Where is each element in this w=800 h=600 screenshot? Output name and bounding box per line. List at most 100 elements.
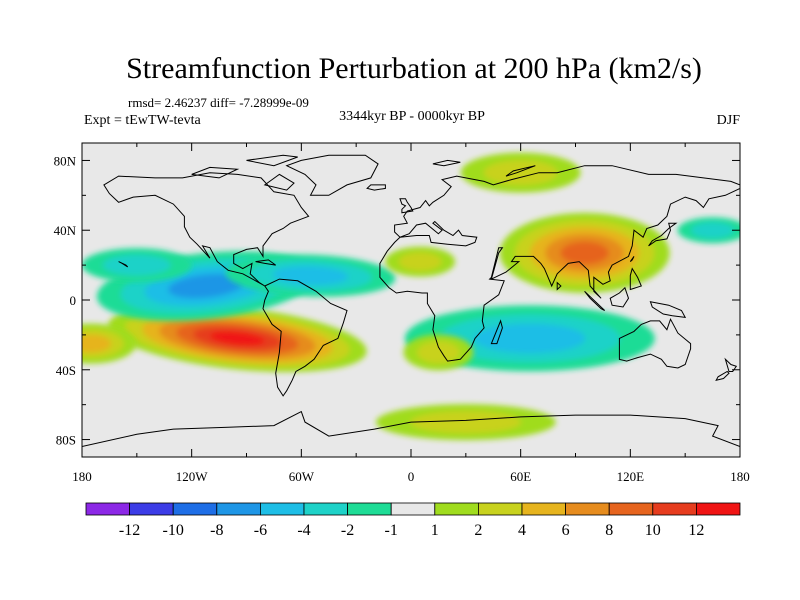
colorbar-label: -12 xyxy=(119,522,140,539)
anomaly-southeast-pacific-high xyxy=(82,323,137,364)
period-label: 3344kyr BP - 0000kyr BP xyxy=(339,109,485,124)
colorbar-box xyxy=(477,502,523,516)
x-tick-label: 60E xyxy=(510,469,531,484)
colorbar-label: 6 xyxy=(562,522,570,539)
colorbar-box xyxy=(85,502,130,516)
anomaly-fields xyxy=(82,152,740,441)
colorbar-label: -4 xyxy=(297,522,310,539)
coastline-baffin xyxy=(263,173,295,191)
anomaly-contour xyxy=(102,254,171,276)
colorbar-label: -1 xyxy=(385,522,398,539)
anomaly-south-america-high xyxy=(108,304,367,373)
anomaly-contour xyxy=(82,334,112,353)
colorbar: -12 -10 -8 -6 -4 -2 -1 1 2 4 6 8 10 12 xyxy=(85,502,741,539)
colorbar-box xyxy=(521,502,566,516)
chart-title: Streamfunction Perturbation at 200 hPa (… xyxy=(126,52,702,85)
colorbar-label: 8 xyxy=(605,522,613,539)
anomaly-north-pacific-low xyxy=(677,217,740,244)
x-tick-label: 180 xyxy=(72,469,92,484)
colorbar-label: 1 xyxy=(431,522,439,539)
anomaly-contour xyxy=(560,241,609,265)
coastline-borneo xyxy=(609,286,630,308)
coastline-new-guinea xyxy=(649,301,687,319)
coastline-antarctica xyxy=(82,410,740,447)
coastline-sumatra xyxy=(584,290,606,311)
coastline-new-zealand-south xyxy=(715,370,730,381)
coastline-africa-eurasia xyxy=(379,165,740,362)
y-tick-label: 80N xyxy=(54,153,77,168)
colorbar-label: -10 xyxy=(163,522,184,539)
coastline-philippines xyxy=(629,267,642,291)
colorbar-label: -6 xyxy=(254,522,267,539)
rmsd-diff-stats: rmsd= 2.46237 diff= -7.28999e-09 xyxy=(128,95,309,110)
anomaly-contour xyxy=(410,411,522,434)
colorbar-box xyxy=(347,502,392,516)
x-tick-label: 120E xyxy=(617,469,645,484)
map-panel xyxy=(82,143,740,457)
anomaly-contour xyxy=(168,273,245,299)
coastline-novaya-zemlya xyxy=(505,165,536,177)
colorbar-label: 12 xyxy=(688,522,704,539)
anomaly-contour xyxy=(483,160,558,185)
colorbar-box xyxy=(216,502,261,516)
anomaly-north-africa-high xyxy=(385,246,456,277)
x-tick-label: 0 xyxy=(408,469,415,484)
colorbar-label: -2 xyxy=(341,522,354,539)
y-tick-label: 40S xyxy=(56,363,76,378)
y-tick-label: 0 xyxy=(70,293,77,308)
colorbar-box xyxy=(390,502,436,516)
y-tick-label: 40N xyxy=(54,223,77,238)
anomaly-indian-ocean-low xyxy=(404,305,655,372)
colorbar-box xyxy=(172,502,218,516)
colorbar-label: 10 xyxy=(645,522,661,539)
anomaly-northeast-pacific-low xyxy=(82,248,192,283)
anomaly-asia-high xyxy=(499,212,670,293)
coastlines xyxy=(82,154,740,447)
colorbar-box xyxy=(565,502,610,516)
colorbar-box xyxy=(303,502,348,516)
coastline-iceland xyxy=(366,184,386,191)
colorbar-box xyxy=(696,502,741,516)
experiment-label: Expt = tEwTW-tevta xyxy=(84,113,202,128)
x-tick-label: 60W xyxy=(289,469,315,484)
x-tick-label: 120W xyxy=(176,469,209,484)
coastline-uk xyxy=(399,198,414,214)
coastline-mediterranean xyxy=(399,220,478,247)
coastline-japan xyxy=(648,222,678,247)
coastline-south-america xyxy=(262,278,348,397)
y-tick-label: 80S xyxy=(56,433,76,448)
anomaly-contour xyxy=(416,341,460,364)
x-tick-label: 180 xyxy=(730,469,750,484)
anomaly-atlantic-low xyxy=(225,254,396,297)
anomaly-contour xyxy=(691,222,735,239)
colorbar-box xyxy=(652,502,697,516)
season-label: DJF xyxy=(717,113,741,128)
coastline-sri-lanka xyxy=(556,281,562,291)
coastline-australia xyxy=(618,317,692,369)
colorbar-box xyxy=(259,502,305,516)
coastline-canadian-archipelago-2 xyxy=(246,154,298,167)
anomaly-contour xyxy=(210,331,265,346)
anomaly-contour xyxy=(398,252,442,271)
coastline-greenland xyxy=(285,154,379,196)
anomaly-south-atlantic-high xyxy=(403,334,474,371)
y-axis: 80N 40N 0 40S 80S xyxy=(54,153,740,448)
colorbar-label: 2 xyxy=(474,522,482,539)
coastline-canadian-archipelago-1 xyxy=(191,166,240,179)
anomaly-arctic-high xyxy=(460,152,581,193)
colorbar-label: -8 xyxy=(210,522,223,539)
colorbar-box xyxy=(129,502,174,516)
x-axis: 180 120W 60W 0 60E 120E 180 xyxy=(72,143,750,484)
colorbar-box xyxy=(608,502,654,516)
anomaly-southern-ocean-high xyxy=(375,404,556,441)
coastline-taiwan xyxy=(629,256,635,262)
anomaly-contour xyxy=(474,323,586,354)
coastline-hawaii xyxy=(118,261,129,268)
colorbar-box xyxy=(434,502,479,516)
coastline-cuba xyxy=(255,259,276,266)
coastline-north-america xyxy=(103,172,310,287)
coastline-svalbard xyxy=(432,159,461,167)
colorbar-label: 4 xyxy=(518,522,526,539)
coastline-new-zealand xyxy=(724,357,738,372)
